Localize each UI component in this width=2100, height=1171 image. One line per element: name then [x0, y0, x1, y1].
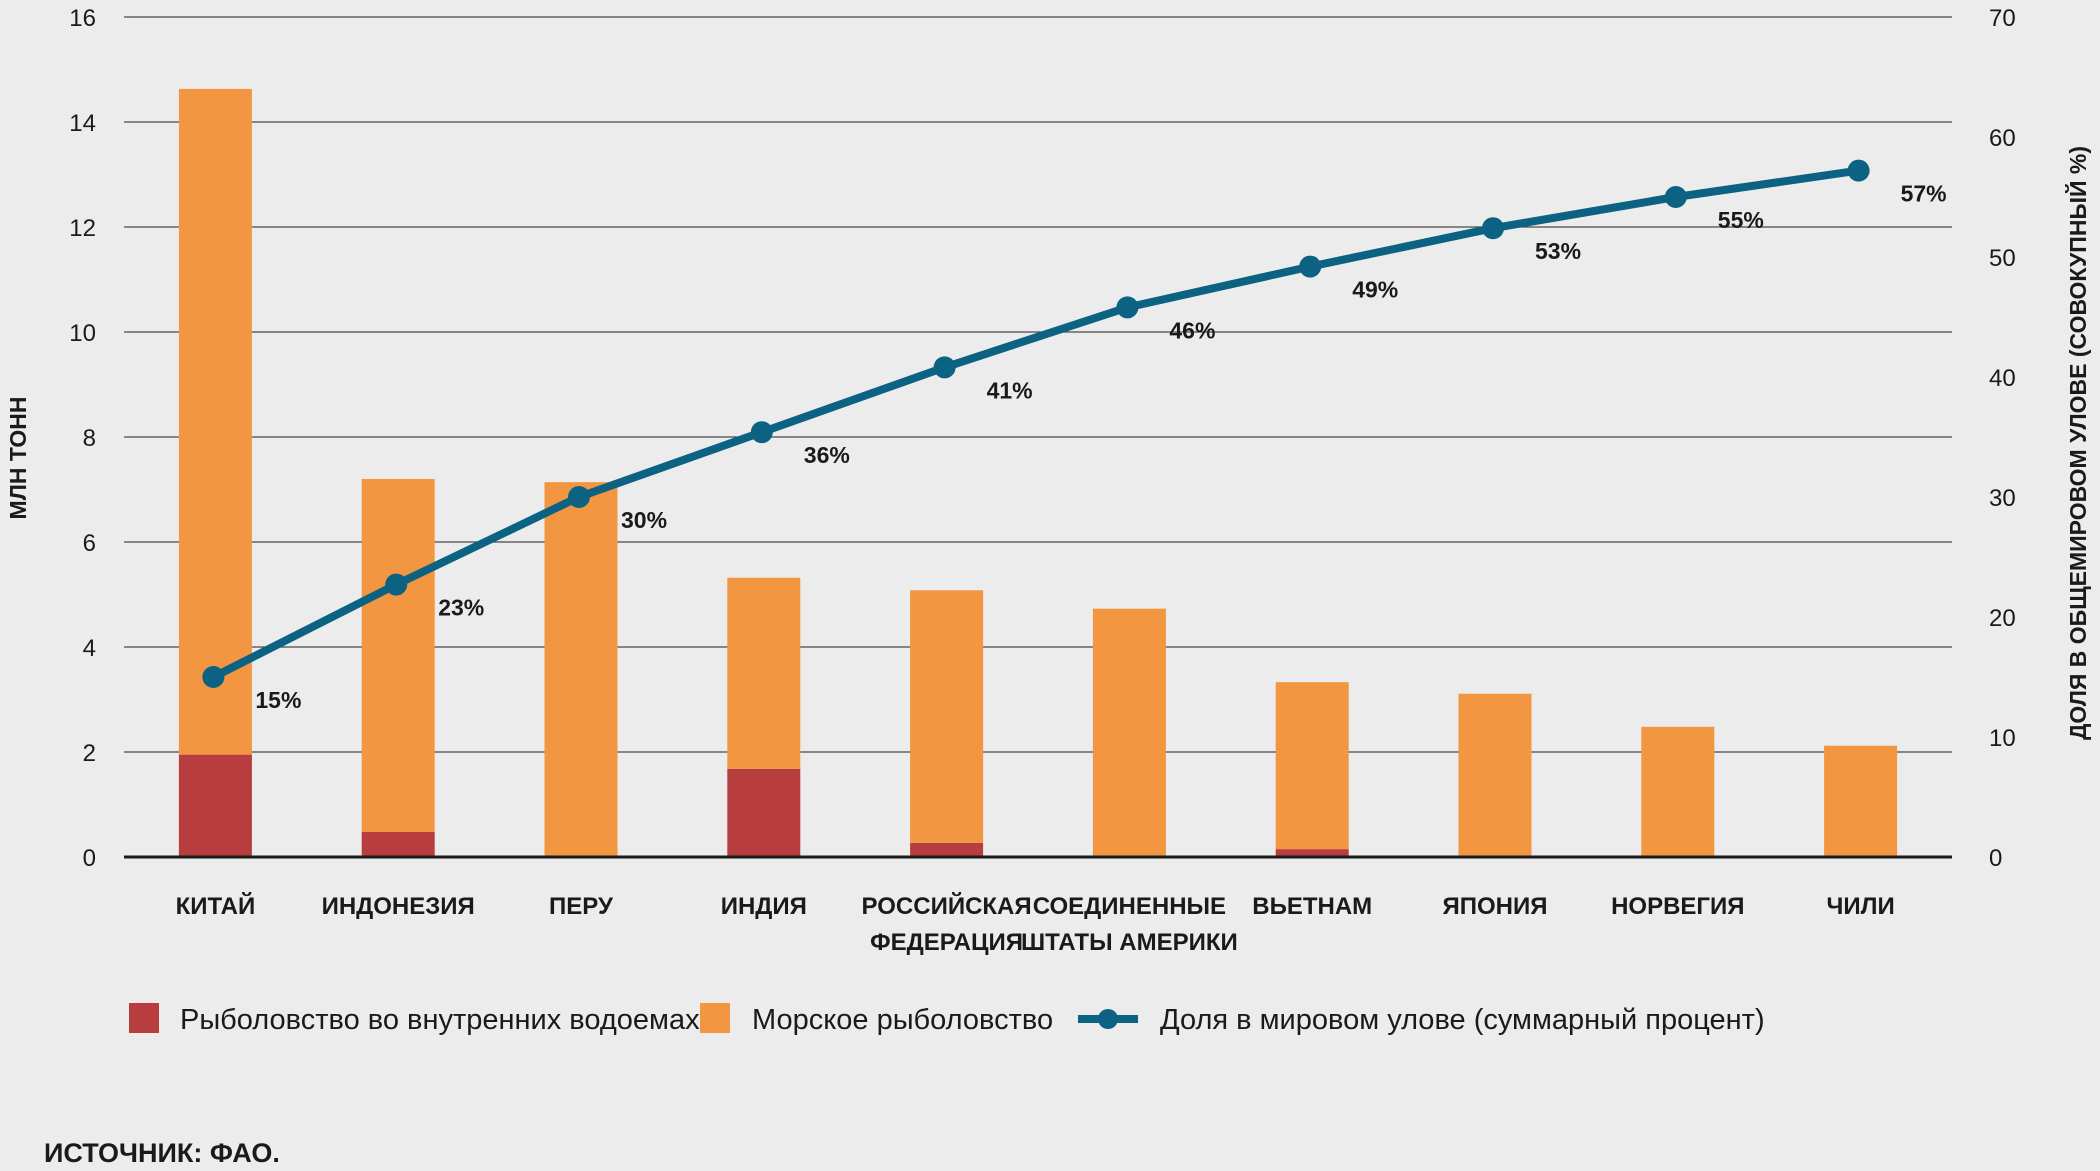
bar-marine-segment [727, 577, 801, 769]
legend-label-share: Доля в мировом улове (суммарный процент) [1160, 1004, 1765, 1036]
y-tick-label: 12 [69, 215, 96, 242]
share-point [1116, 296, 1139, 319]
source-note: ИСТОЧНИК: ФАО. [44, 1138, 280, 1168]
y2-tick-label: 30 [1989, 485, 2016, 512]
y-tick-label: 16 [69, 5, 96, 32]
bar-marine-segment [178, 88, 252, 755]
legend: Рыболовство во внутренних водоемах Морск… [129, 1003, 1765, 1036]
legend-swatch-share-marker [1098, 1009, 1118, 1029]
bar-marine-segment [361, 479, 435, 832]
y2-axis-title: ДОЛЯ В ОБЩЕМИРОВОМ УЛОВЕ (СОВОКУПНЫЙ %) [2064, 146, 2091, 740]
bars [178, 88, 1898, 857]
share-point [750, 421, 773, 444]
bar-marine-segment [1641, 726, 1715, 857]
bar-inland-segment [1275, 849, 1349, 857]
share-label: 49% [1352, 277, 1398, 303]
bar-marine-segment [1824, 745, 1898, 857]
bar-marine-segment [544, 482, 618, 857]
share-label: 41% [987, 377, 1033, 403]
right-axis-ticks: 0 10 20 30 40 50 60 70 [1989, 5, 2016, 872]
category-label: ИНДОНЕЗИЯ [322, 893, 475, 920]
bar-marine-segment [1275, 682, 1349, 850]
category-label: СОЕДИНЕННЫЕ ШТАТЫ АМЕРИКИ [1021, 893, 1238, 956]
y2-tick-label: 0 [1989, 845, 2002, 872]
category-label: РОССИЙСКАЯ ФЕДЕРАЦИЯ [862, 892, 1032, 956]
category-label: ВЬЕТНАМ [1252, 893, 1372, 920]
category-label: НОРВЕГИЯ [1611, 893, 1744, 920]
y-tick-label: 14 [69, 110, 96, 137]
bar-marine-segment [1458, 693, 1532, 857]
bar-inland-segment [727, 768, 801, 857]
share-point [385, 573, 408, 596]
share-point [202, 666, 225, 688]
category-label: ЯПОНИЯ [1443, 893, 1548, 920]
y2-tick-label: 70 [1989, 5, 2016, 32]
y2-tick-label: 50 [1989, 245, 2016, 272]
y-tick-label: 0 [83, 845, 96, 872]
y2-tick-label: 40 [1989, 365, 2016, 392]
share-data-labels: 15% 23% 30% 36% 41% 46% 49% 53% 55% 57% [255, 181, 1946, 713]
bar-inland-segment [178, 754, 252, 857]
share-point [1847, 159, 1870, 182]
category-labels: КИТАЙ ИНДОНЕЗИЯ ПЕРУ ИНДИЯ РОССИЙСКАЯ ФЕДЕРАЦ… [176, 892, 1895, 956]
share-point [1482, 217, 1504, 240]
share-label: 53% [1535, 238, 1581, 264]
share-label: 57% [1901, 181, 1947, 207]
share-label: 36% [804, 442, 850, 468]
category-label: ИНДИЯ [721, 893, 807, 920]
y2-tick-label: 20 [1989, 605, 2016, 632]
legend-swatch-marine [700, 1003, 730, 1033]
bar-inland-segment [910, 842, 984, 857]
share-point [933, 356, 956, 379]
bar-marine-segment [910, 590, 984, 843]
share-label: 15% [255, 687, 301, 713]
share-point [568, 486, 590, 508]
share-label: 30% [621, 507, 667, 533]
legend-label-inland: Рыболовство во внутренних водоемах [180, 1004, 700, 1036]
y-tick-label: 2 [83, 740, 96, 767]
share-point [1664, 186, 1687, 208]
share-point [1299, 255, 1322, 278]
category-label: ЧИЛИ [1826, 893, 1894, 920]
bar-inland-segment [361, 831, 435, 857]
share-label: 46% [1169, 317, 1215, 343]
share-line-series [202, 159, 1870, 688]
y-axis-title: МЛН ТОНН [5, 397, 31, 520]
category-label: КИТАЙ [176, 892, 256, 920]
y2-tick-label: 10 [1989, 725, 2016, 752]
bar-marine-segment [1092, 608, 1166, 857]
category-label: ПЕРУ [549, 893, 614, 920]
share-line [209, 166, 1863, 681]
share-label: 55% [1718, 207, 1764, 233]
left-axis-ticks: 0 2 4 6 8 10 12 14 16 [69, 5, 96, 872]
y-tick-label: 6 [83, 530, 96, 557]
legend-label-marine: Морское рыболовство [752, 1004, 1053, 1036]
share-label: 23% [438, 595, 484, 621]
y-tick-label: 4 [83, 635, 96, 662]
y-tick-label: 10 [69, 320, 96, 347]
y-tick-label: 8 [83, 425, 96, 452]
y2-tick-label: 60 [1989, 125, 2016, 152]
legend-swatch-inland [129, 1003, 159, 1033]
